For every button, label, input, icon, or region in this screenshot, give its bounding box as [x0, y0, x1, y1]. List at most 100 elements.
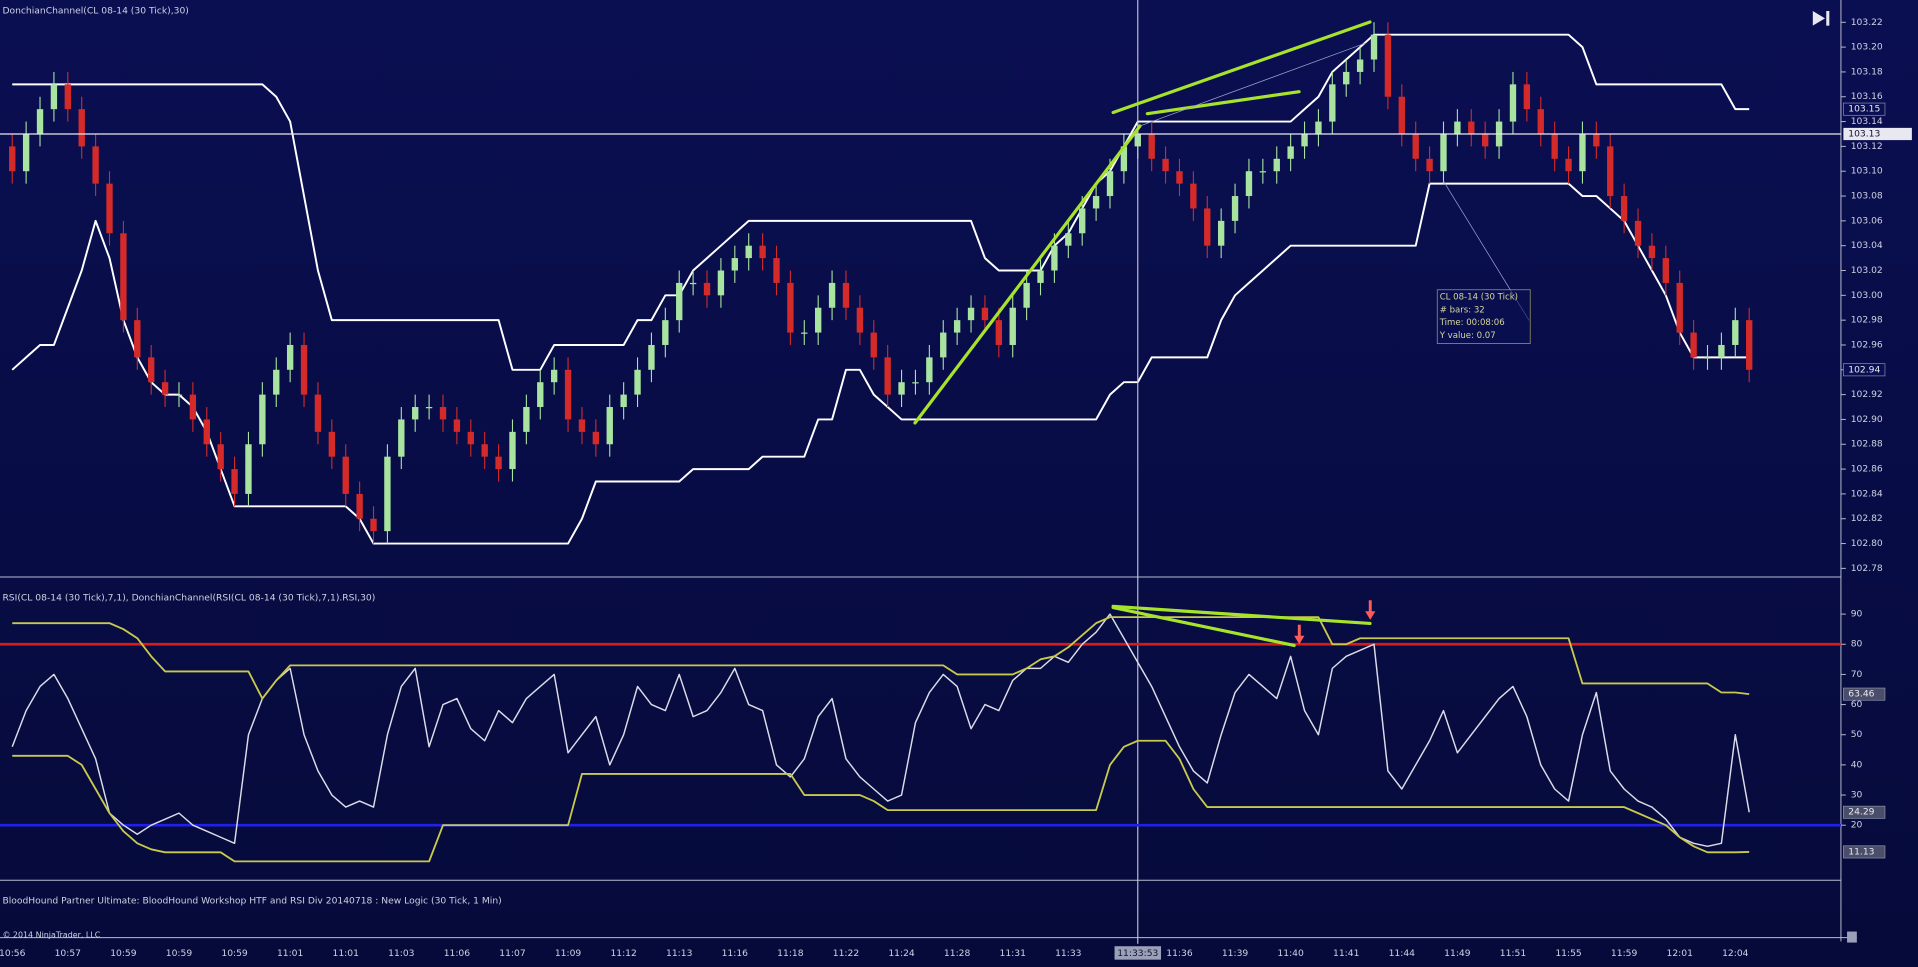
y-tick-label: 102.90	[1851, 414, 1883, 425]
candle-body	[217, 444, 224, 470]
trend-line[interactable]	[1145, 90, 1301, 116]
x-tick-label: 11:51	[1500, 948, 1526, 959]
value-box-label: 103.15	[1848, 104, 1880, 115]
candle-body	[1092, 196, 1100, 209]
candle-body	[801, 332, 808, 334]
candle-body	[356, 493, 363, 519]
trend-line[interactable]	[1111, 605, 1296, 648]
candle-body	[9, 146, 16, 172]
candle-body	[773, 258, 780, 283]
candle-body	[412, 407, 419, 420]
strategy-label: BloodHound Partner Ultimate: BloodHound …	[2, 895, 501, 906]
scroll-thumb[interactable]	[1847, 931, 1857, 943]
candle-body	[1204, 208, 1211, 246]
copyright: © 2014 NinjaTrader, LLC	[2, 931, 100, 940]
candle-body	[134, 320, 141, 358]
x-tick-label: 10:59	[110, 948, 137, 959]
candle-body	[1065, 233, 1072, 246]
candle-body	[1148, 133, 1155, 159]
candle-body	[1079, 208, 1086, 234]
candle-body	[509, 431, 516, 470]
candle-body	[1162, 158, 1169, 172]
trend-line[interactable]	[1111, 20, 1372, 115]
x-tick-label: 12:01	[1667, 948, 1693, 959]
candle-body	[370, 518, 377, 532]
candle-body	[606, 407, 613, 445]
candle-body	[300, 344, 308, 395]
crosshair-price-box	[1843, 127, 1912, 141]
candle-body	[1746, 320, 1753, 370]
x-tick-label: 11:49	[1444, 948, 1471, 959]
candle-body	[1690, 332, 1697, 358]
candle-body	[22, 133, 30, 172]
candle-body	[453, 419, 461, 432]
candle-body	[328, 431, 336, 457]
candle-body	[1217, 220, 1225, 246]
y-tick-label: 103.04	[1851, 240, 1883, 251]
value-box	[1843, 102, 1886, 116]
candle-body	[1509, 84, 1517, 122]
x-tick-label: 11:09	[555, 948, 582, 959]
x-tick-label: 11:01	[333, 948, 359, 959]
x-tick-label: 11:31	[1000, 948, 1026, 959]
candle-body	[1023, 282, 1030, 308]
candle-body	[981, 307, 989, 321]
candle-body	[1398, 96, 1405, 134]
candle-body	[203, 419, 210, 445]
candle-body	[286, 344, 294, 370]
candle-body	[36, 109, 44, 134]
candle-body	[1176, 171, 1183, 184]
candle-body	[1259, 171, 1267, 173]
x-tick-label: 11:06	[444, 948, 471, 959]
candle-body	[1343, 71, 1350, 85]
candle-body	[1620, 196, 1628, 221]
candle-body	[1718, 344, 1725, 358]
candle-body	[106, 183, 113, 234]
series-line	[11, 613, 1750, 848]
candle-body	[1662, 258, 1670, 283]
y-tick-label: 103.08	[1851, 191, 1883, 202]
candle-body	[1565, 158, 1572, 172]
candle-body	[550, 369, 558, 383]
y-tick-label: 103.10	[1851, 166, 1883, 177]
crosshair-time-label: 11:33:53	[1117, 948, 1158, 959]
candle-body	[1704, 357, 1711, 359]
candle-body	[1231, 196, 1239, 221]
trend-line[interactable]	[1111, 604, 1372, 626]
y-tick-label: 102.78	[1851, 563, 1883, 574]
y-tick-label: 102.92	[1851, 389, 1883, 400]
candle-body	[1356, 59, 1364, 72]
candle-body	[273, 369, 280, 395]
x-tick-label: 10:59	[221, 948, 248, 959]
candle-body	[1037, 270, 1044, 283]
tooltip-line: Time: 00:08:06	[1439, 318, 1505, 328]
value-box	[1843, 845, 1886, 859]
candle-body	[662, 320, 669, 345]
trend-line[interactable]	[913, 124, 1142, 425]
candle-body	[92, 146, 99, 184]
x-tick-label: 11:44	[1389, 948, 1416, 959]
y-tick-label: 80	[1851, 639, 1863, 650]
series-line	[12, 739, 1750, 863]
candle-body	[912, 382, 919, 384]
candle-body	[1732, 320, 1739, 345]
candle-body	[481, 444, 488, 457]
candle-body	[995, 320, 1003, 345]
y-tick-label: 103.14	[1851, 116, 1883, 127]
candle-body	[1190, 183, 1197, 209]
x-tick-label: 11:22	[833, 948, 859, 959]
candle-body	[175, 394, 183, 396]
candle-body	[398, 419, 405, 457]
series-line	[11, 182, 1750, 545]
series-line	[12, 33, 1750, 371]
candle-body	[259, 394, 266, 445]
candle-body	[759, 245, 766, 259]
signal-arrows	[1294, 600, 1376, 645]
guide-line	[1139, 42, 1367, 127]
chart-end-button[interactable]	[1812, 11, 1830, 26]
candle-body	[148, 357, 155, 383]
candle-body	[245, 444, 252, 494]
candle-body	[1440, 133, 1447, 172]
candle-body	[648, 344, 655, 370]
